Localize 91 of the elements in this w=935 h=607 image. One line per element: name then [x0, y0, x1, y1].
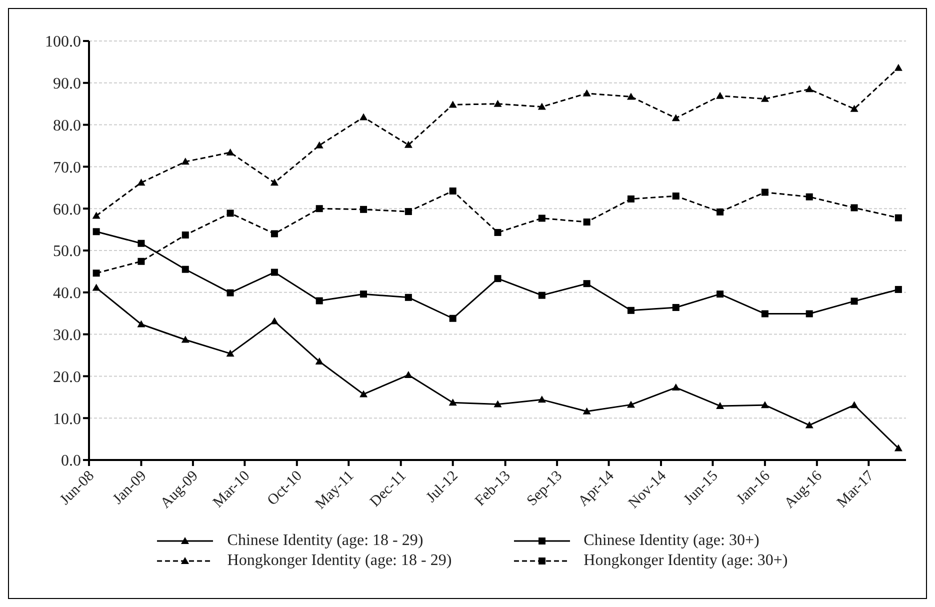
- point: [761, 188, 768, 196]
- point: [404, 294, 412, 301]
- point: [316, 297, 323, 304]
- legend-label: Hongkonger Identity (age: 30+): [584, 552, 788, 570]
- point: [449, 188, 456, 194]
- y-tick-label: 10.0: [53, 410, 81, 428]
- point: [583, 218, 590, 226]
- point: [850, 298, 858, 305]
- legend-label: Hongkonger Identity (age: 18 - 29): [227, 552, 452, 570]
- point: [92, 212, 100, 219]
- point: [404, 140, 412, 148]
- point: [672, 192, 680, 200]
- point: [316, 205, 323, 212]
- point: [92, 284, 100, 291]
- point: [672, 304, 680, 311]
- point: [181, 336, 190, 343]
- point: [270, 230, 278, 238]
- y-tick-label: 90.0: [53, 76, 81, 93]
- point: [448, 398, 457, 406]
- point: [182, 231, 189, 238]
- point: [894, 286, 902, 293]
- point: [760, 94, 769, 102]
- point: [181, 158, 190, 165]
- point: [138, 240, 145, 247]
- point: [626, 400, 635, 408]
- point: [226, 148, 234, 156]
- point: [716, 290, 724, 298]
- y-tick-label: 50.0: [53, 243, 81, 260]
- point: [404, 370, 412, 378]
- point: [538, 214, 546, 222]
- point: [805, 421, 814, 428]
- point: [270, 317, 278, 324]
- point: [92, 228, 100, 236]
- point: [270, 178, 278, 186]
- point: [806, 193, 813, 200]
- point: [850, 204, 858, 212]
- point: [137, 320, 146, 328]
- point: [850, 401, 858, 408]
- point: [494, 400, 502, 408]
- y-tick-label: 100.0: [45, 34, 81, 51]
- point: [138, 258, 145, 265]
- point: [672, 114, 680, 122]
- legend-label: Chinese Identity (age: 30+): [584, 532, 760, 550]
- point: [494, 275, 502, 282]
- point: [806, 310, 813, 318]
- point: [582, 407, 591, 414]
- point: [226, 350, 234, 357]
- point: [182, 266, 189, 273]
- point: [270, 268, 278, 276]
- point: [626, 92, 635, 100]
- point: [627, 195, 634, 202]
- y-tick-label: 0.0: [61, 452, 81, 470]
- point: [494, 100, 502, 107]
- point: [894, 214, 902, 222]
- y-tick-label: 60.0: [53, 201, 81, 218]
- point: [805, 85, 814, 92]
- point: [448, 100, 457, 108]
- point: [226, 210, 234, 217]
- point: [761, 310, 768, 318]
- point: [92, 270, 100, 277]
- point: [627, 306, 634, 314]
- point: [315, 358, 324, 365]
- point: [538, 102, 546, 110]
- point: [360, 113, 368, 120]
- point: [360, 290, 368, 298]
- point: [716, 402, 724, 409]
- point: [538, 396, 546, 403]
- point: [360, 390, 368, 398]
- y-tick-label: 40.0: [53, 285, 81, 302]
- point: [716, 92, 724, 99]
- point: [538, 292, 546, 299]
- point: [850, 104, 858, 112]
- legend-label: Chinese Identity (age: 18 - 29): [227, 532, 424, 550]
- point: [226, 289, 234, 296]
- point: [583, 280, 590, 288]
- y-tick-label: 20.0: [53, 368, 81, 386]
- point: [716, 208, 724, 216]
- point: [360, 206, 368, 213]
- point: [894, 444, 902, 452]
- point: [315, 141, 324, 148]
- point: [137, 178, 146, 186]
- point: [404, 208, 412, 216]
- point: [760, 401, 769, 408]
- y-tick-label: 80.0: [53, 117, 81, 134]
- point: [449, 314, 456, 322]
- y-tick-label: 70.0: [53, 159, 81, 176]
- point: [894, 64, 902, 71]
- point: [582, 89, 591, 96]
- point: [672, 384, 680, 391]
- point: [494, 228, 502, 236]
- y-tick-label: 30.0: [53, 326, 81, 344]
